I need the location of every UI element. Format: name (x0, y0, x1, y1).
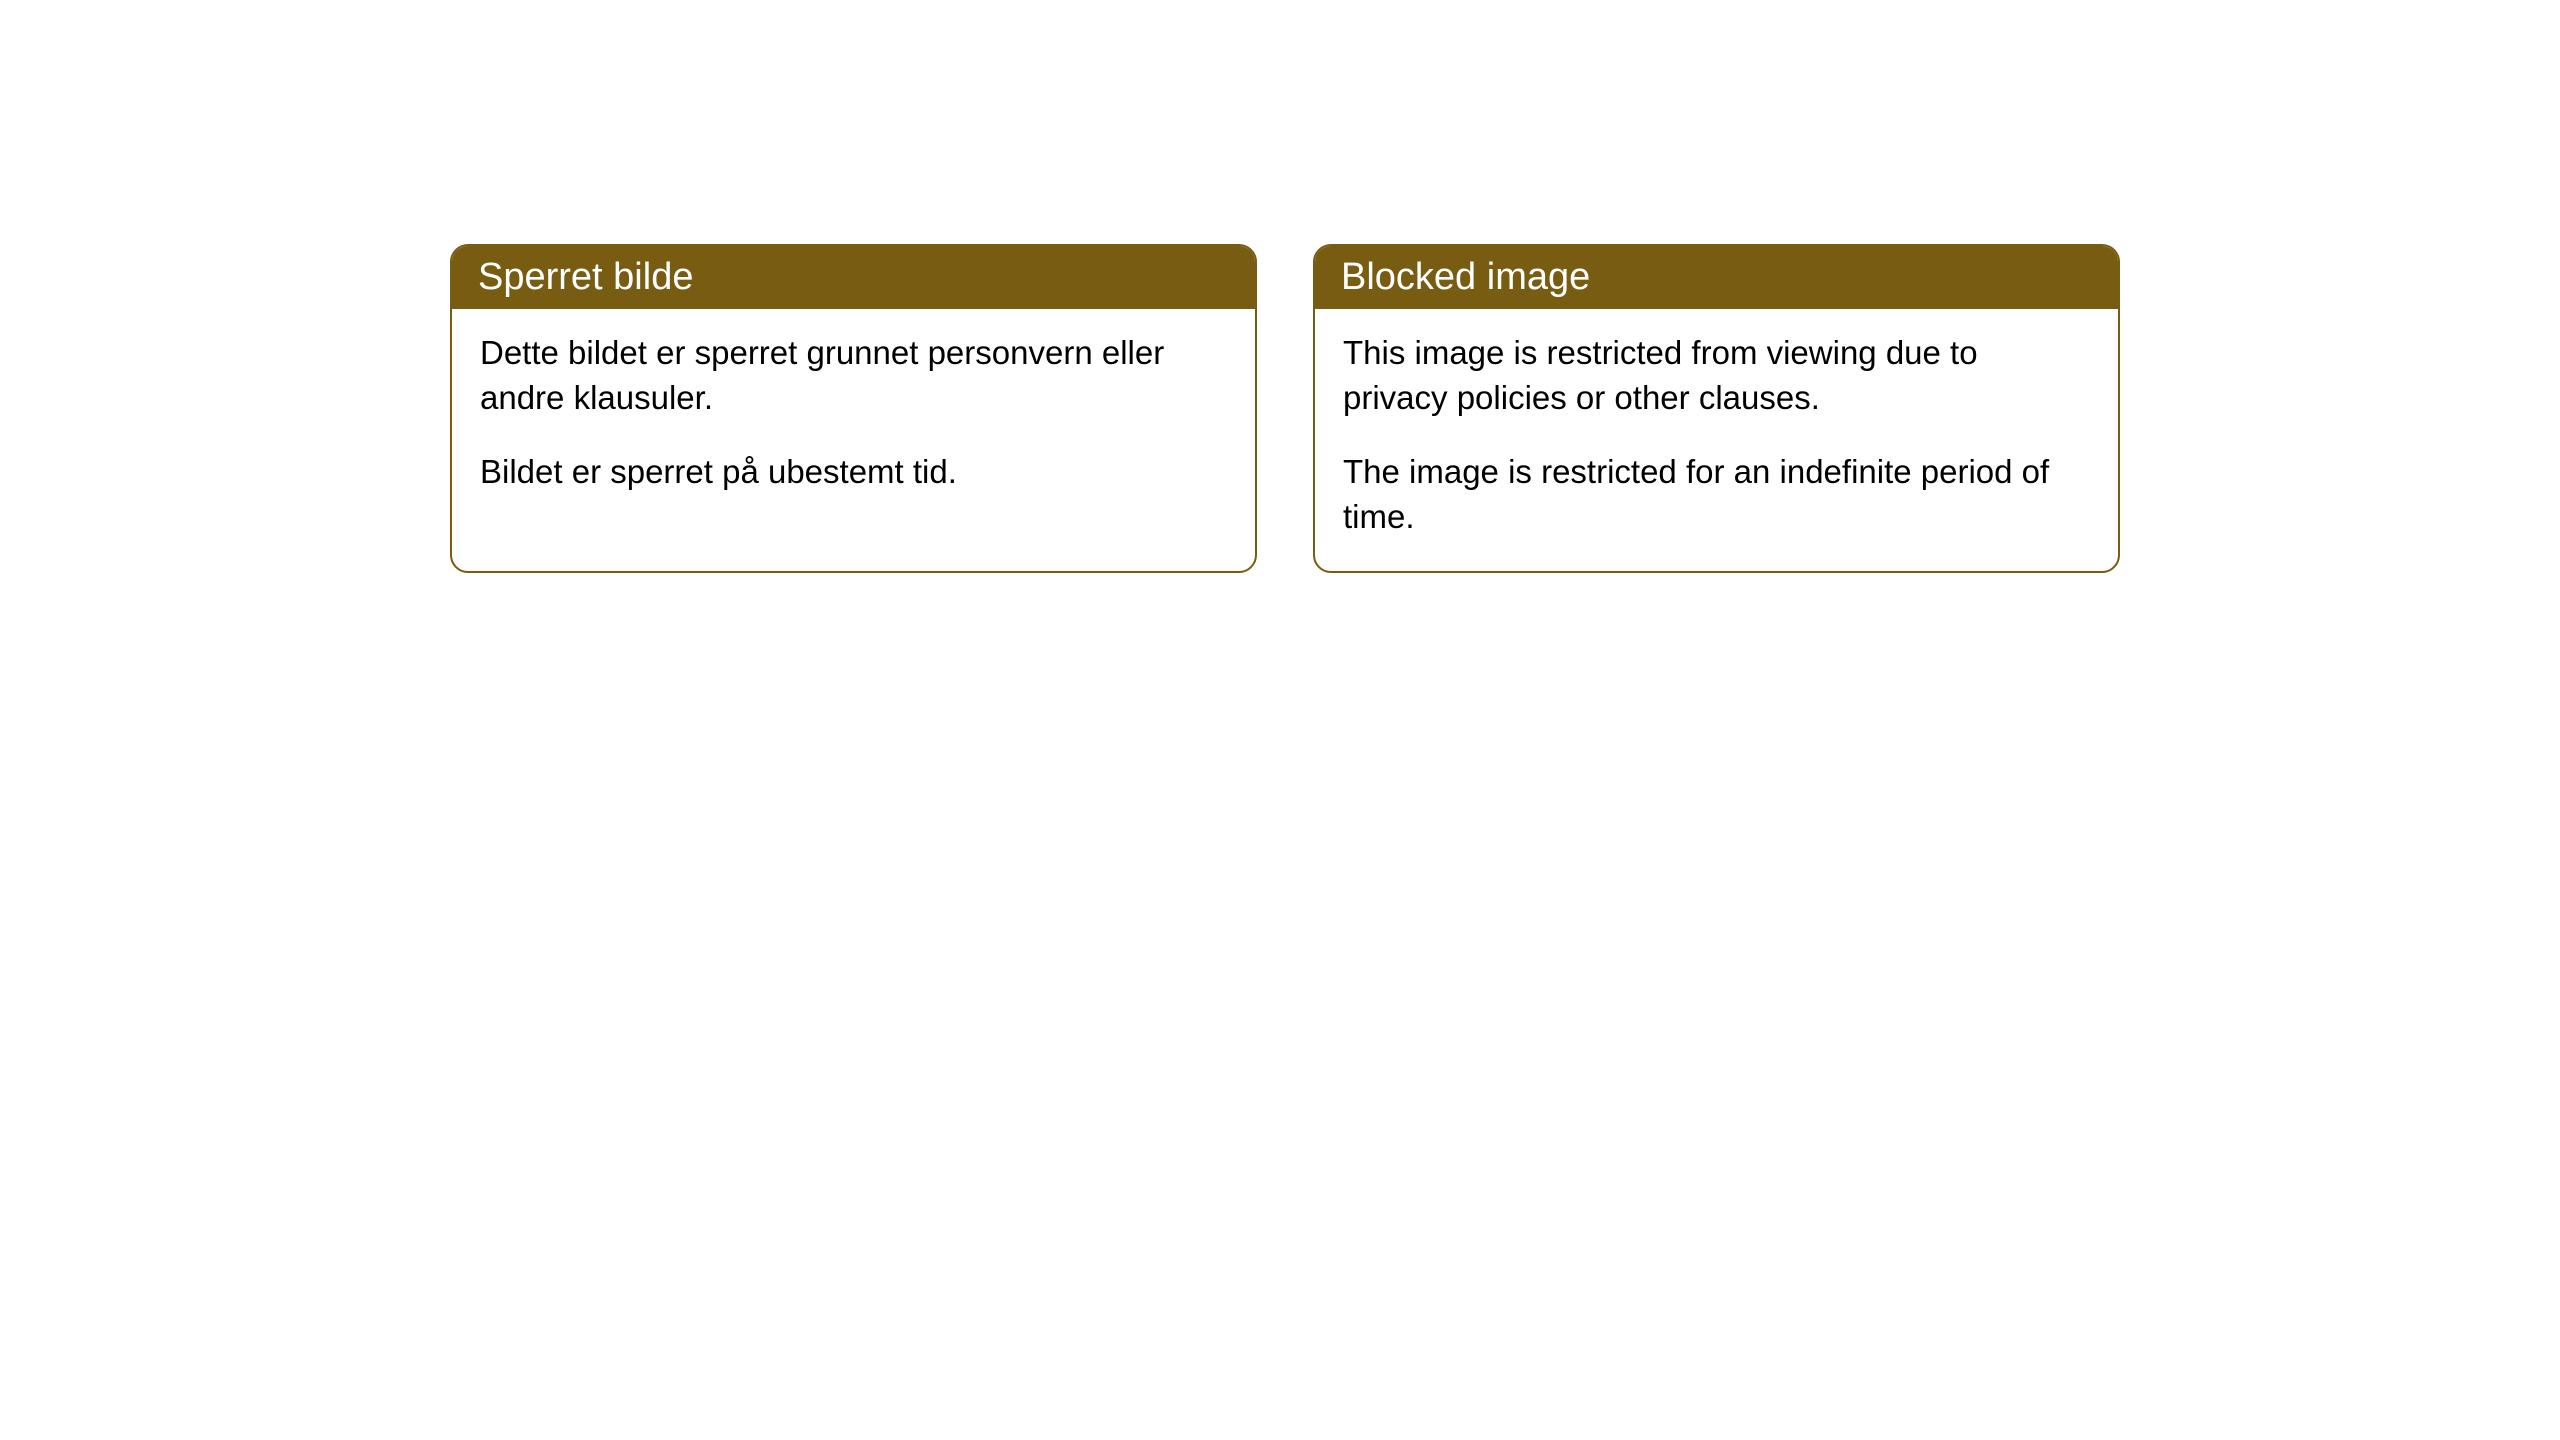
card-header: Blocked image (1315, 246, 2118, 309)
card-paragraph: The image is restricted for an indefinit… (1343, 450, 2090, 539)
card-title: Blocked image (1341, 256, 1590, 298)
card-body: Dette bildet er sperret grunnet personve… (452, 309, 1255, 527)
blocked-image-card-no: Sperret bilde Dette bildet er sperret gr… (450, 244, 1257, 573)
card-paragraph: Dette bildet er sperret grunnet personve… (480, 331, 1227, 420)
card-paragraph: Bildet er sperret på ubestemt tid. (480, 450, 1227, 495)
blocked-image-card-en: Blocked image This image is restricted f… (1313, 244, 2120, 573)
cards-container: Sperret bilde Dette bildet er sperret gr… (450, 244, 2120, 573)
card-title: Sperret bilde (478, 256, 693, 298)
card-header: Sperret bilde (452, 246, 1255, 309)
card-body: This image is restricted from viewing du… (1315, 309, 2118, 571)
card-paragraph: This image is restricted from viewing du… (1343, 331, 2090, 420)
